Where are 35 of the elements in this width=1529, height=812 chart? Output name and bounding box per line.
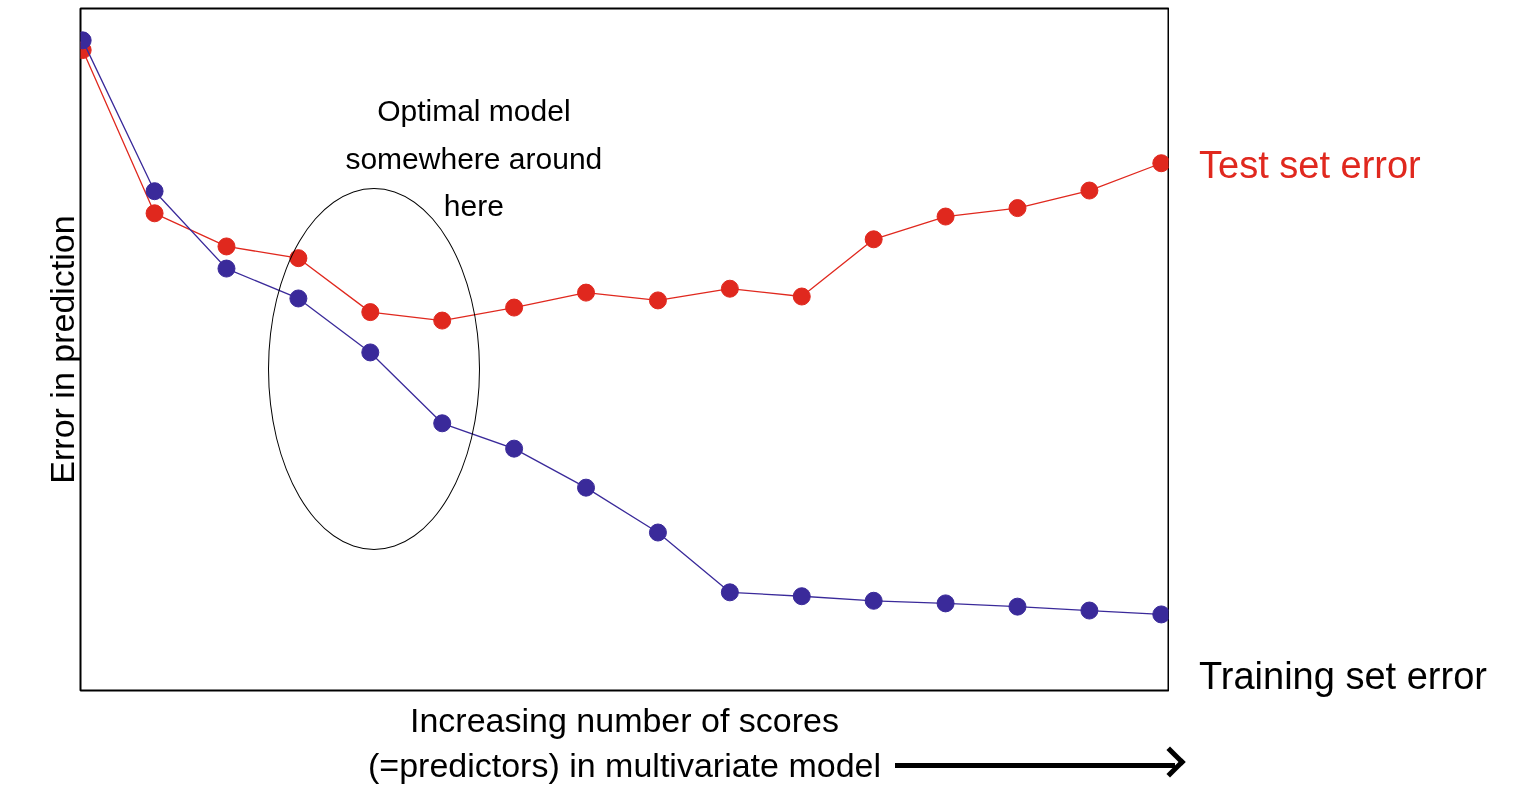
point (720, 583, 739, 602)
point (1152, 605, 1169, 624)
point (145, 182, 164, 201)
point (864, 230, 883, 249)
y-axis-title: Error in prediction (42, 215, 81, 484)
series-label: Training set error (1199, 654, 1487, 699)
point (1008, 597, 1027, 616)
point (433, 414, 452, 433)
point (433, 311, 452, 330)
series-label: Test set error (1199, 143, 1421, 188)
point (577, 283, 596, 302)
point (648, 523, 667, 542)
point (648, 291, 667, 310)
point (289, 249, 308, 268)
point (1008, 199, 1027, 218)
x-axis-title: Increasing number of scores (=predictors) in multivariate model (367, 700, 882, 785)
point (217, 259, 236, 278)
point (1080, 601, 1099, 620)
point (577, 478, 596, 497)
point (217, 237, 236, 256)
point (720, 279, 739, 298)
annotation: Optimal model somewhere around here (345, 93, 603, 223)
point (792, 587, 811, 606)
point (864, 591, 883, 610)
point (792, 287, 811, 306)
point (361, 303, 380, 322)
point (1080, 181, 1099, 200)
point (361, 343, 380, 362)
point (1152, 154, 1169, 173)
point (936, 207, 955, 226)
point (505, 298, 524, 317)
point (289, 289, 308, 308)
point (505, 439, 524, 458)
point (936, 594, 955, 613)
point (145, 204, 164, 223)
